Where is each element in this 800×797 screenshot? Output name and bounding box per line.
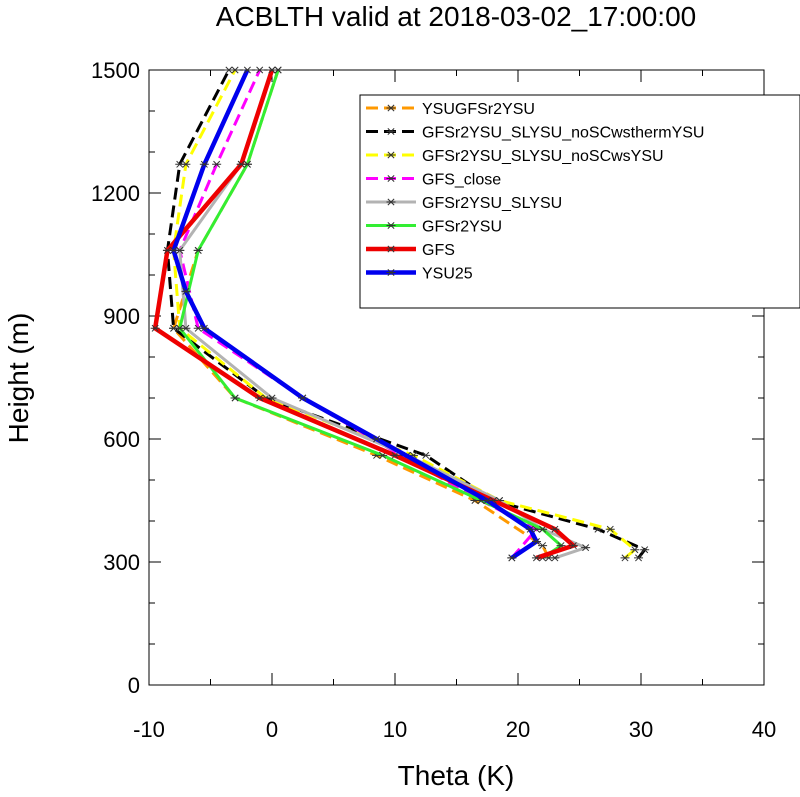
data-point-marker bbox=[531, 537, 541, 546]
data-point-marker bbox=[390, 451, 400, 459]
x-tick-label: 20 bbox=[506, 717, 530, 742]
legend-marker bbox=[386, 221, 396, 230]
x-tick-label: 40 bbox=[752, 717, 776, 742]
data-point-marker bbox=[230, 66, 240, 74]
legend-marker bbox=[386, 245, 396, 253]
x-tick-label: 10 bbox=[383, 717, 407, 742]
x-axis-label: Theta (K) bbox=[398, 760, 515, 791]
x-axis: -10 0 10 20 30 40 bbox=[133, 70, 776, 742]
y-tick-label: 900 bbox=[103, 304, 140, 329]
data-point-marker bbox=[640, 546, 650, 554]
legend-box bbox=[359, 94, 800, 309]
data-point-marker bbox=[630, 546, 640, 554]
data-point-marker bbox=[236, 160, 246, 168]
data-point-marker bbox=[169, 246, 179, 254]
legend-entry: GFS bbox=[366, 242, 455, 259]
data-point-marker bbox=[634, 554, 644, 562]
series-GFS bbox=[150, 66, 578, 562]
data-point-marker bbox=[298, 394, 308, 402]
data-point-marker bbox=[181, 287, 191, 295]
series-GFSr2YSU bbox=[175, 66, 566, 562]
data-point-marker bbox=[255, 66, 265, 74]
data-point-marker bbox=[620, 554, 630, 562]
legend-marker bbox=[386, 174, 396, 183]
legend-label: GFSr2YSU_SLYSU bbox=[422, 195, 562, 212]
data-point-marker bbox=[605, 525, 615, 533]
data-point-marker bbox=[181, 160, 191, 168]
x-tick-label: 0 bbox=[266, 717, 278, 742]
data-point-marker bbox=[550, 525, 560, 533]
y-tick-label: 600 bbox=[103, 427, 140, 452]
legend-label: YSU25 bbox=[422, 266, 473, 283]
y-axis-label: Height (m) bbox=[3, 313, 34, 444]
series-layer bbox=[150, 66, 650, 562]
y-tick-label: 0 bbox=[128, 673, 140, 698]
legend-label: GFSr2YSU bbox=[422, 219, 502, 236]
data-point-marker bbox=[372, 435, 382, 443]
x-tick-label: 30 bbox=[629, 717, 653, 742]
data-point-marker bbox=[581, 544, 591, 552]
y-axis: 0 300 600 900 1200 1500 bbox=[91, 58, 764, 698]
legend-entry: GFSr2YSU_SLYSU bbox=[366, 195, 562, 212]
legend-label: GFS bbox=[422, 242, 455, 259]
data-point-marker bbox=[538, 525, 548, 533]
legend-entry: GFSr2YSU bbox=[366, 219, 502, 236]
series-YSU25 bbox=[169, 66, 541, 562]
legend-marker bbox=[386, 151, 396, 159]
data-point-marker bbox=[193, 246, 203, 254]
legend-marker bbox=[386, 268, 396, 277]
legend-entry: GFS_close bbox=[366, 172, 501, 189]
data-point-marker bbox=[175, 324, 185, 332]
data-point-marker bbox=[421, 451, 431, 459]
data-point-marker bbox=[242, 66, 252, 74]
legend-marker bbox=[386, 198, 396, 206]
legend-entry: YSU25 bbox=[366, 266, 473, 283]
chart-title: ACBLTH valid at 2018-03-02_17:00:00 bbox=[216, 1, 696, 32]
data-point-marker bbox=[538, 542, 548, 550]
legend-label: GFS_close bbox=[422, 172, 501, 189]
series-line bbox=[152, 69, 578, 561]
data-point-marker bbox=[199, 324, 209, 332]
data-point-marker bbox=[525, 525, 535, 533]
data-point-marker bbox=[267, 66, 277, 74]
data-point-marker bbox=[550, 554, 560, 562]
y-tick-label: 300 bbox=[103, 550, 140, 575]
legend-entry: YSUGFSr2YSU bbox=[366, 101, 535, 118]
data-point-marker bbox=[255, 394, 265, 402]
legend-marker bbox=[386, 127, 396, 136]
data-point-marker bbox=[531, 554, 541, 562]
data-point-marker bbox=[230, 394, 240, 402]
data-point-marker bbox=[150, 324, 160, 332]
y-tick-label: 1200 bbox=[91, 181, 140, 206]
legend-label: GFSr2YSU_SLYSU_noSCwsthermYSU bbox=[422, 125, 704, 142]
data-point-marker bbox=[212, 160, 222, 168]
data-point-marker bbox=[482, 496, 492, 505]
x-tick-label: -10 bbox=[133, 717, 165, 742]
series-line bbox=[165, 69, 648, 559]
data-point-marker bbox=[199, 160, 209, 168]
legend-label: YSUGFSr2YSU bbox=[422, 101, 535, 118]
legend-label: GFSr2YSU_SLYSU_noSCwsYSU bbox=[422, 148, 664, 165]
y-tick-label: 1500 bbox=[91, 58, 140, 83]
legend-entry: GFSr2YSU_SLYSU_noSCwsthermYSU bbox=[366, 125, 704, 142]
data-point-marker bbox=[568, 542, 578, 550]
legend-entry: GFSr2YSU_SLYSU_noSCwsYSU bbox=[366, 148, 664, 165]
data-point-marker bbox=[507, 554, 517, 562]
legend-marker bbox=[386, 104, 396, 112]
series-line bbox=[178, 69, 564, 560]
legend: YSUGFSr2YSU GFSr2YSU_SLYSU_noSCwsthermYSU… bbox=[359, 94, 800, 309]
